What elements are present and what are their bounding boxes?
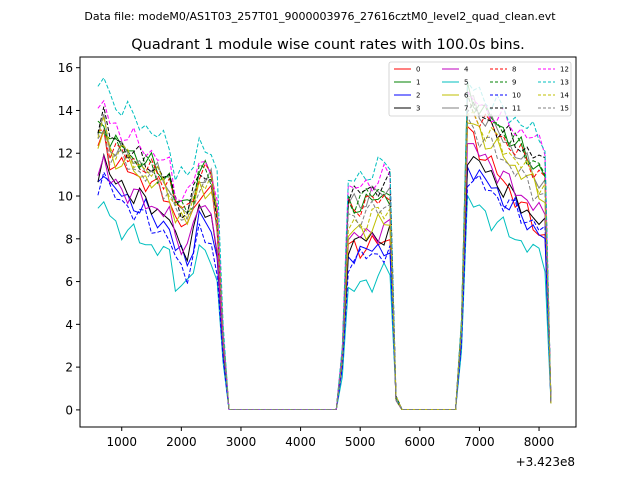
x-tick-label: 4000 — [285, 435, 316, 449]
legend-label-1: 1 — [416, 79, 420, 87]
x-tick-label: 2000 — [166, 435, 197, 449]
series-line-0 — [97, 125, 552, 410]
series-line-14 — [97, 111, 552, 410]
series-line-2 — [97, 166, 552, 410]
legend-label-0: 0 — [416, 66, 420, 74]
y-tick-label: 12 — [58, 147, 73, 161]
legend-label-2: 2 — [416, 92, 420, 100]
legend-label-9: 9 — [512, 79, 516, 87]
legend-label-10: 10 — [512, 92, 521, 100]
series-layer — [97, 76, 552, 410]
series-line-3 — [97, 152, 552, 410]
legend-label-5: 5 — [464, 79, 468, 87]
chart-suptitle: Data file: modeM0/AS1T03_257T01_90000039… — [84, 10, 556, 23]
y-tick-label: 6 — [65, 275, 73, 289]
legend-label-6: 6 — [464, 92, 469, 100]
series-line-1 — [97, 82, 552, 410]
legend-label-15: 15 — [560, 105, 569, 113]
legend-label-3: 3 — [416, 105, 420, 113]
series-line-10 — [97, 170, 552, 410]
legend-label-11: 11 — [512, 105, 521, 113]
x-tick-label: 7000 — [464, 435, 495, 449]
legend-label-12: 12 — [560, 66, 569, 74]
legend-frame — [388, 61, 572, 117]
y-tick-label: 16 — [58, 61, 73, 75]
series-line-6 — [97, 122, 552, 410]
y-tick-label: 14 — [58, 104, 73, 118]
y-tick-label: 4 — [65, 318, 73, 332]
x-tick-label: 3000 — [226, 435, 257, 449]
series-line-11 — [97, 101, 552, 410]
x-tick-label: 8000 — [524, 435, 555, 449]
series-line-5 — [97, 193, 552, 410]
y-tick-label: 8 — [65, 232, 73, 246]
series-line-13 — [97, 76, 552, 410]
legend-label-13: 13 — [560, 79, 569, 87]
y-tick-label: 2 — [65, 361, 73, 375]
x-tick-label: 5000 — [345, 435, 376, 449]
x-tick-label: 6000 — [405, 435, 436, 449]
x-tick-label: 1000 — [106, 435, 137, 449]
legend-label-7: 7 — [464, 105, 468, 113]
ticks-layer: 1000 2000 3000 4000 5000 6000 7000 800002468101… — [58, 61, 555, 449]
chart-title: Quadrant 1 module wise count rates with … — [131, 37, 525, 53]
legend-label-14: 14 — [560, 92, 569, 100]
legend-label-4: 4 — [464, 66, 469, 74]
x-offset-label: +3.423e8 — [516, 455, 575, 469]
y-tick-label: 10 — [58, 190, 73, 204]
y-tick-label: 0 — [65, 403, 73, 417]
axes-frame — [79, 56, 577, 428]
legend-label-8: 8 — [512, 66, 516, 74]
series-line-7 — [97, 95, 552, 410]
series-line-15 — [97, 115, 552, 410]
